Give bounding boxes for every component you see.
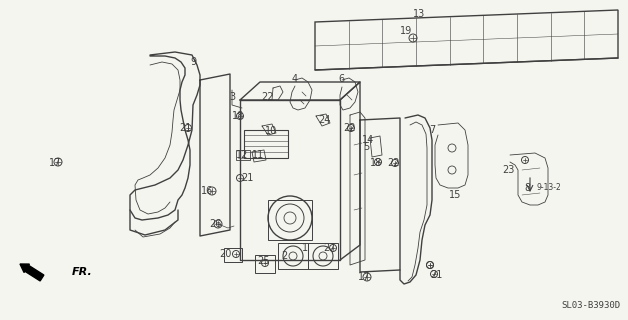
Text: 3: 3 — [229, 92, 235, 102]
Text: 19: 19 — [400, 26, 412, 36]
Text: 18: 18 — [370, 158, 382, 168]
Text: 25: 25 — [257, 256, 270, 266]
Text: 12: 12 — [236, 150, 248, 160]
Bar — [268, 200, 312, 240]
Bar — [308, 243, 338, 269]
Text: 22: 22 — [261, 92, 273, 102]
Text: 22: 22 — [387, 158, 400, 168]
Bar — [255, 255, 275, 273]
Bar — [278, 243, 308, 269]
Text: 16: 16 — [201, 186, 213, 196]
Text: 10: 10 — [265, 126, 277, 136]
Text: 15: 15 — [449, 190, 461, 200]
Text: 21: 21 — [430, 270, 442, 280]
Text: 23: 23 — [502, 165, 514, 175]
Text: 1: 1 — [302, 243, 308, 253]
Bar — [236, 150, 250, 160]
Text: 7: 7 — [429, 125, 435, 135]
Text: 6: 6 — [338, 74, 344, 84]
Bar — [244, 130, 288, 158]
Text: 9-13-2: 9-13-2 — [536, 183, 561, 193]
Text: 17: 17 — [49, 158, 61, 168]
Text: 26: 26 — [209, 219, 221, 229]
Text: 20: 20 — [219, 249, 231, 259]
Text: 21: 21 — [179, 123, 191, 133]
Text: SL03-B3930D: SL03-B3930D — [561, 301, 620, 310]
Text: 8: 8 — [524, 183, 530, 193]
Text: 24: 24 — [318, 115, 330, 125]
Text: 5: 5 — [363, 142, 369, 152]
Bar — [224, 248, 242, 262]
Text: 17: 17 — [358, 272, 370, 282]
Text: 22: 22 — [343, 123, 355, 133]
Text: 27: 27 — [324, 243, 336, 253]
Text: 14: 14 — [362, 135, 374, 145]
Text: FR.: FR. — [72, 267, 93, 277]
Text: 9: 9 — [190, 57, 196, 67]
Text: 11: 11 — [252, 150, 264, 160]
FancyArrow shape — [20, 264, 44, 281]
Text: 18: 18 — [232, 111, 244, 121]
Text: 13: 13 — [413, 9, 425, 19]
Text: 2: 2 — [281, 251, 287, 261]
Text: 21: 21 — [241, 173, 253, 183]
Text: 4: 4 — [292, 74, 298, 84]
